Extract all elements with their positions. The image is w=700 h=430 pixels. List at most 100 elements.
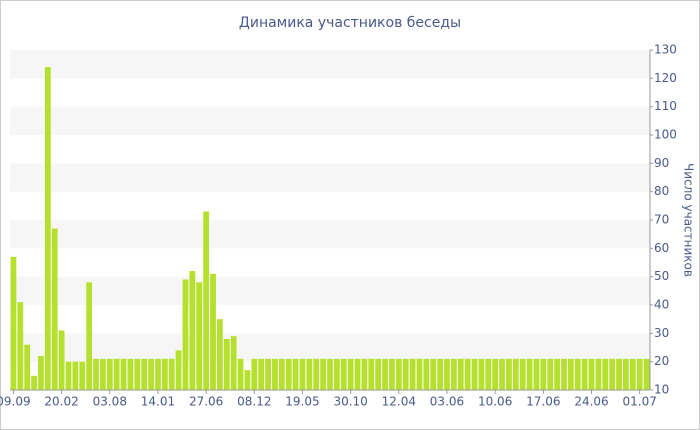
- bar: [51, 228, 58, 390]
- x-tick-label: 20.02: [44, 395, 78, 409]
- y-tick-label: 50: [654, 269, 669, 283]
- bar: [196, 282, 203, 390]
- x-tick-label: 30.10: [333, 395, 367, 409]
- y-tick-label: 100: [654, 128, 677, 142]
- bar: [10, 256, 17, 390]
- x-tick-label: 19.05: [285, 395, 319, 409]
- bar: [409, 358, 416, 390]
- bar: [155, 358, 161, 390]
- bar: [512, 358, 519, 390]
- x-tick-label: 17.06: [526, 395, 560, 409]
- bar: [86, 282, 93, 390]
- bar: [58, 330, 65, 390]
- bar: [636, 358, 643, 390]
- grid-band: [10, 50, 650, 79]
- bar: [31, 375, 37, 390]
- bar: [567, 358, 574, 390]
- bar: [72, 361, 79, 390]
- bar: [161, 358, 168, 390]
- bar: [457, 358, 464, 390]
- x-tick-label: 12.04: [382, 395, 416, 409]
- x-tick-label: 24.06: [574, 395, 608, 409]
- bar: [44, 67, 51, 390]
- bar: [450, 358, 457, 390]
- grid-band: [10, 163, 650, 192]
- bar: [361, 358, 368, 390]
- bar: [189, 271, 196, 390]
- x-tick-label: 03.06: [430, 395, 464, 409]
- bar: [506, 358, 512, 390]
- bar: [292, 358, 299, 390]
- bar: [602, 358, 609, 390]
- bar: [588, 358, 595, 390]
- bar: [354, 358, 361, 390]
- y-tick-label: 80: [654, 184, 669, 198]
- bar: [265, 358, 271, 390]
- y-tick-label: 30: [654, 326, 669, 340]
- grid-band: [10, 220, 650, 249]
- bar: [17, 302, 24, 390]
- bar: [134, 358, 141, 390]
- bar: [244, 370, 251, 390]
- bar: [368, 358, 375, 390]
- bar: [402, 358, 409, 390]
- y-tick-label: 20: [654, 354, 669, 368]
- bar: [203, 211, 210, 390]
- x-tick-label: 10.06: [478, 395, 512, 409]
- bar: [554, 358, 560, 390]
- bar: [272, 358, 278, 390]
- bar: [182, 279, 189, 390]
- x-tick-label: 01.07: [622, 395, 656, 409]
- bar: [38, 356, 44, 390]
- bar: [258, 358, 265, 390]
- bar: [79, 361, 86, 390]
- x-tick-label: 14.01: [141, 395, 175, 409]
- bar: [395, 358, 402, 390]
- bar: [526, 358, 533, 390]
- y-tick-label: 110: [654, 99, 677, 113]
- y-tick-label: 60: [654, 241, 669, 255]
- bar: [148, 358, 154, 390]
- bar: [581, 358, 588, 390]
- bar: [65, 361, 72, 390]
- bar: [237, 358, 244, 390]
- bar: [299, 358, 306, 390]
- y-tick-label: 120: [654, 71, 677, 85]
- bar: [210, 273, 216, 390]
- bar: [437, 358, 443, 390]
- bar: [416, 358, 423, 390]
- bar: [444, 358, 450, 390]
- bar: [306, 358, 313, 390]
- bar: [333, 358, 340, 390]
- bar: [485, 358, 492, 390]
- y-axis-label: Число участников: [682, 163, 696, 277]
- x-tick-label: 27.06: [189, 395, 223, 409]
- bar: [375, 358, 382, 390]
- bar: [347, 358, 354, 390]
- bar: [168, 358, 175, 390]
- x-tick-label: 08.12: [237, 395, 271, 409]
- bar: [285, 358, 292, 390]
- bar: [547, 358, 554, 390]
- y-tick-label: 10: [654, 383, 669, 397]
- bar: [320, 358, 327, 390]
- bar: [623, 358, 629, 390]
- bar: [313, 358, 320, 390]
- bar: [533, 358, 540, 390]
- bar: [389, 358, 395, 390]
- bar: [141, 358, 148, 390]
- bar: [106, 358, 113, 390]
- bar: [430, 358, 437, 390]
- y-tick-label: 40: [654, 298, 669, 312]
- grid-band: [10, 333, 650, 362]
- bar: [223, 339, 230, 390]
- bar: [423, 358, 430, 390]
- bar: [100, 358, 106, 390]
- chart-title: Динамика участников беседы: [239, 15, 461, 31]
- bar: [217, 319, 223, 390]
- bar: [120, 358, 127, 390]
- bar: [175, 350, 182, 390]
- grid-band: [10, 106, 650, 135]
- bar: [327, 358, 333, 390]
